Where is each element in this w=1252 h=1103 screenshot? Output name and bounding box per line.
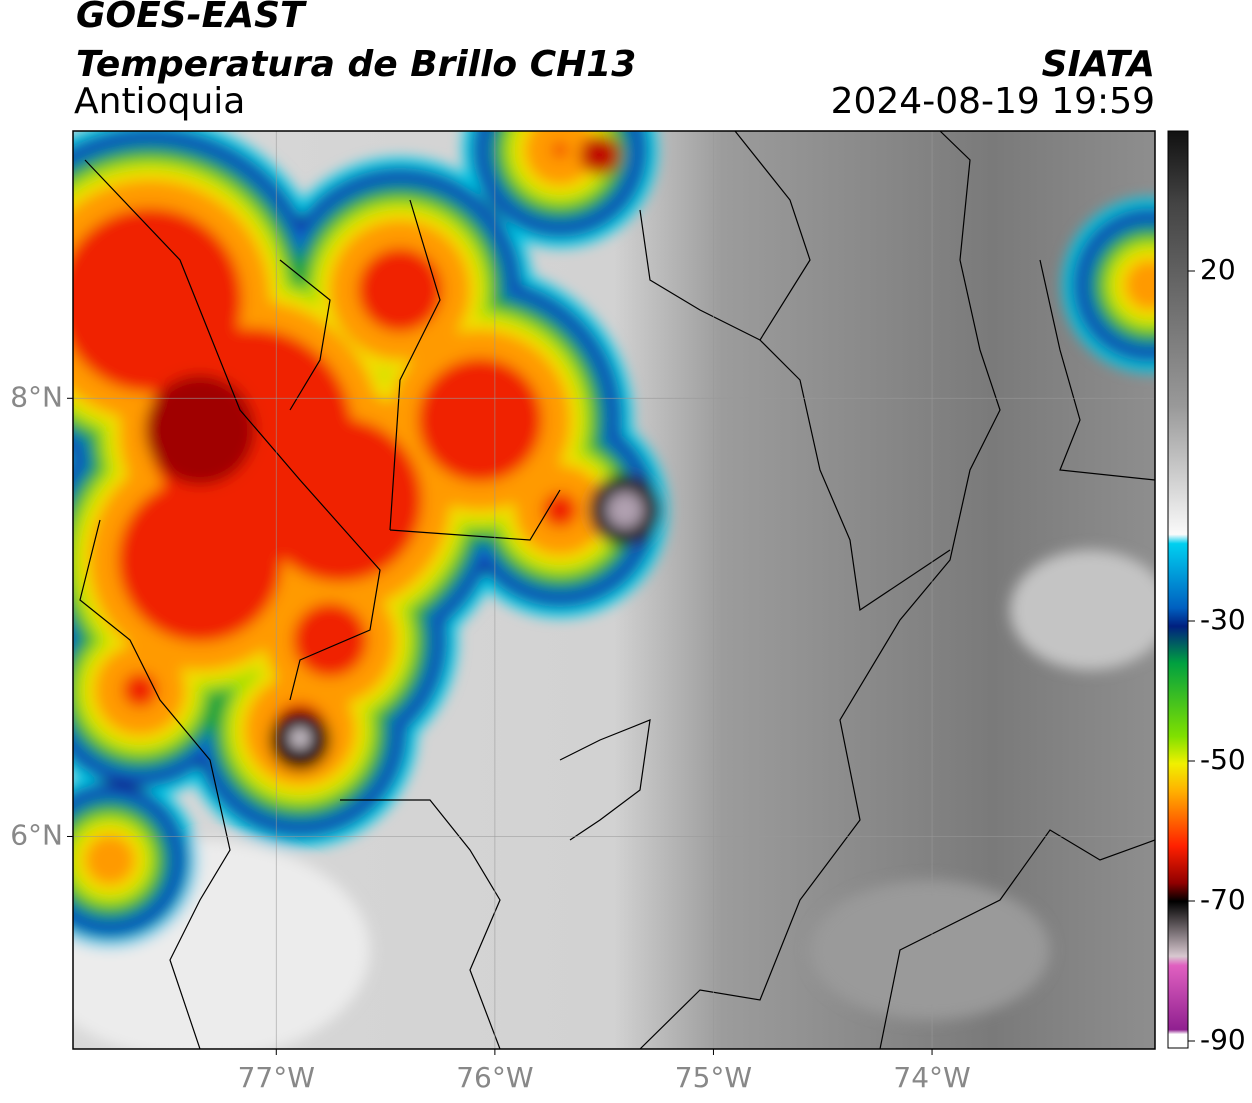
map-image — [73, 131, 1155, 1049]
x-tick-label: 75°W — [675, 1061, 752, 1094]
border — [734, 131, 951, 612]
cloud-top — [358, 248, 442, 332]
subtitle: Temperatura de Brillo CH13 — [76, 44, 636, 85]
border — [389, 199, 441, 531]
cloud — [810, 880, 1050, 1020]
map-frame — [72, 130, 1156, 1050]
border — [84, 159, 381, 701]
border — [639, 131, 1001, 1049]
overshooting-top — [290, 728, 310, 748]
cloud-top — [293, 603, 367, 677]
cloud-top — [1125, 260, 1155, 310]
y-tick-label: 8°N — [10, 380, 63, 413]
cloud-top — [543, 493, 577, 527]
overshooting-top — [580, 135, 620, 175]
cloud-top — [525, 131, 595, 185]
overshooting-top — [145, 375, 255, 485]
cloud-top — [118, 478, 282, 642]
colorbar — [1167, 130, 1189, 1049]
source: SIATA — [1042, 44, 1155, 85]
x-tick-label: 77°W — [238, 1061, 315, 1094]
cloud-top — [553, 143, 567, 157]
x-tick-label: 74°W — [893, 1061, 970, 1094]
cloud — [1010, 550, 1155, 670]
region: Antioquia — [74, 81, 245, 122]
y-tick-label: 6°N — [10, 818, 63, 851]
cloud-top — [85, 835, 135, 885]
borders — [79, 131, 1155, 1049]
cloud-field — [73, 131, 1155, 1049]
border — [639, 209, 761, 341]
border — [79, 519, 231, 1049]
colorbar-tick-label: -70 — [1200, 883, 1246, 916]
border — [340, 799, 501, 1049]
cloud-top — [258, 418, 422, 582]
colorbar-tick-label: -50 — [1200, 743, 1246, 776]
border — [559, 719, 651, 841]
cloud-top — [123, 673, 157, 707]
colorbar-tick-label: -30 — [1200, 603, 1246, 636]
border — [389, 489, 561, 541]
cloud-top — [418, 358, 542, 482]
overshooting-top — [607, 492, 643, 528]
grid — [73, 131, 1155, 1049]
x-tick-label: 76°W — [456, 1061, 533, 1094]
title: GOES-EAST — [76, 0, 307, 36]
border — [1039, 259, 1155, 481]
colorbar-tick-label: -90 — [1200, 1023, 1246, 1056]
border — [279, 259, 331, 411]
border — [879, 829, 1155, 1049]
datetime: 2024-08-19 19:59 — [831, 81, 1155, 122]
colorbar-tick-label: 20 — [1200, 253, 1236, 286]
